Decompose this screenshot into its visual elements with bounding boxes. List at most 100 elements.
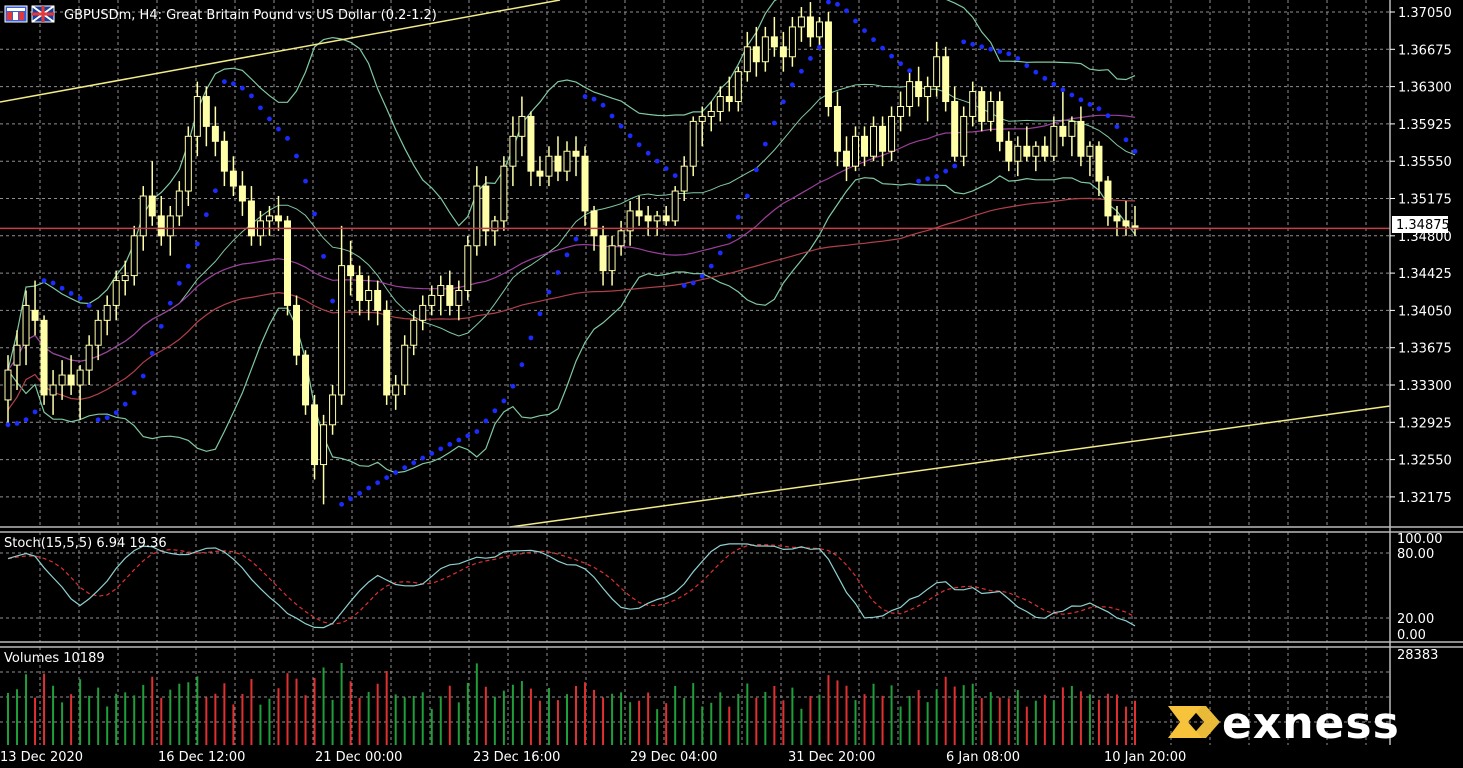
sar-dot — [925, 176, 931, 182]
sar-dot — [158, 323, 164, 329]
sar-dot — [411, 460, 417, 466]
candle-body — [554, 155, 562, 172]
candle-body — [211, 125, 219, 142]
sar-dot — [609, 113, 615, 119]
candle-body — [365, 290, 373, 301]
sar-dot — [862, 28, 867, 34]
sar-dot — [321, 253, 326, 259]
candle-body — [1113, 215, 1121, 222]
candle-body — [464, 245, 472, 292]
candle-body — [770, 36, 778, 48]
sar-dot — [32, 409, 38, 415]
sar-dot — [771, 120, 777, 126]
candle-body — [689, 120, 697, 167]
candle-body — [626, 210, 634, 232]
sar-dot — [1105, 113, 1111, 119]
time-label: 23 Dec 16:00 — [473, 750, 560, 765]
candle-body — [1068, 120, 1076, 137]
candle-body — [617, 230, 625, 247]
sar-dot — [149, 350, 155, 356]
candle-body — [374, 290, 382, 311]
candle-body — [671, 190, 679, 222]
candle-body — [824, 21, 832, 107]
candle-body — [482, 185, 490, 232]
candle-body — [49, 384, 57, 396]
candle-body — [4, 369, 12, 401]
sar-dot — [240, 85, 245, 91]
sar-dot — [853, 18, 858, 24]
candle-body — [1086, 145, 1094, 157]
sar-dot — [249, 93, 254, 99]
stoch-level-label: 80.00 — [1397, 547, 1434, 562]
candle-body — [1050, 125, 1058, 157]
candle-body — [725, 96, 733, 103]
sar-dot — [294, 153, 299, 159]
sar-dot — [194, 241, 200, 247]
candle-body — [437, 285, 445, 296]
candle-body — [473, 185, 481, 247]
sar-dot — [95, 417, 101, 423]
sar-dot — [429, 451, 435, 456]
candle-body — [852, 135, 860, 167]
moving-average-100 — [7, 197, 1136, 411]
candle-body — [779, 46, 787, 58]
sar-dot — [627, 133, 633, 139]
candle-body — [302, 354, 310, 406]
candle-body — [915, 81, 923, 98]
candle-body — [1014, 145, 1022, 162]
current-price-label: 1.34875 — [1396, 218, 1450, 233]
sar-dot — [59, 285, 65, 291]
candle-body — [698, 115, 706, 122]
candle-body — [428, 294, 436, 306]
sar-dot — [375, 480, 381, 486]
time-label: 13 Dec 2020 — [0, 750, 83, 765]
candle-body — [67, 374, 75, 386]
price-label: 1.35175 — [1398, 193, 1452, 208]
sar-dot — [483, 418, 489, 424]
sar-dot — [1042, 76, 1048, 81]
sar-dot — [808, 56, 813, 61]
candle-body — [446, 285, 454, 306]
sar-dot — [654, 158, 660, 164]
candle-body — [22, 304, 30, 346]
sar-dot — [303, 178, 308, 184]
candle-body — [933, 56, 941, 88]
chart-window-icon[interactable] — [4, 5, 28, 23]
price-axis: 1.37050 1.36675 1.36300 1.35925 1.35550 1.351… — [1390, 6, 1452, 506]
sar-dot — [77, 295, 83, 301]
sar-dot — [1132, 148, 1138, 154]
sar-dot — [636, 142, 642, 148]
sar-dot — [366, 485, 372, 491]
candle-body — [392, 384, 400, 396]
sar-dot — [203, 212, 209, 218]
sar-dot — [708, 263, 714, 269]
sar-dot — [1015, 56, 1021, 61]
sar-dot — [1123, 137, 1129, 143]
sar-dot — [744, 193, 750, 199]
sar-dot — [582, 94, 588, 99]
sar-dot — [934, 174, 940, 179]
sar-dot — [140, 373, 146, 379]
stoch-label: Stoch(15,5,5) 6.94 19.36 — [4, 536, 167, 551]
sar-dot — [871, 37, 876, 43]
sar-dot — [672, 173, 678, 179]
sar-dot — [231, 81, 236, 87]
sar-dot — [212, 188, 218, 194]
candle-body — [311, 404, 319, 466]
candle-body — [518, 115, 526, 137]
candle-body — [139, 195, 147, 237]
sar-dot — [681, 283, 687, 288]
sar-dot — [573, 236, 579, 242]
candle-body — [265, 215, 273, 222]
stoch-signal-line — [7, 543, 1136, 625]
candle-body — [320, 424, 328, 466]
candle-body — [942, 56, 950, 103]
candle-body — [1041, 145, 1049, 157]
candle-body — [356, 275, 364, 301]
grid-lines — [0, 0, 1390, 745]
stoch-level-label: 100.00 — [1397, 532, 1443, 547]
current-price-box — [1392, 216, 1448, 233]
exness-mark-icon — [1168, 706, 1220, 738]
candle-body — [761, 36, 769, 63]
